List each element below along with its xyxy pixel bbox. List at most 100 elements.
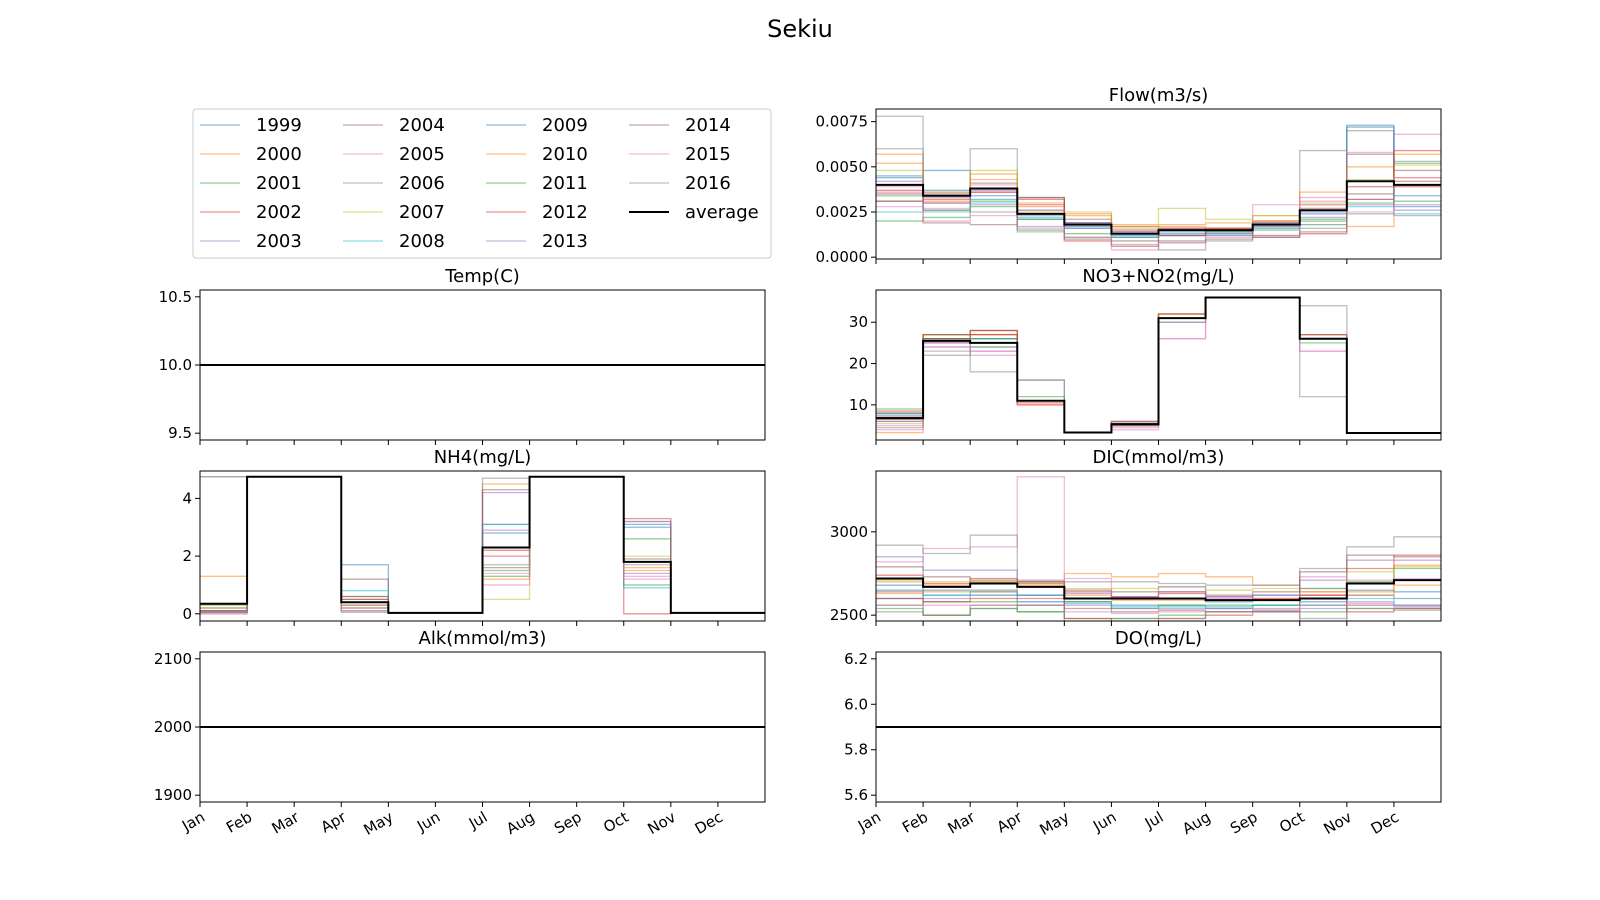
xtick-label-sep: Sep — [551, 808, 584, 838]
legend-entry-2003: 2003 — [200, 231, 302, 252]
xtick-label-jan: Jan — [854, 808, 884, 836]
legend-entry-2011: 2011 — [486, 173, 588, 194]
xtick-label-may: May — [1036, 808, 1072, 839]
series-dic-average — [876, 577, 1441, 602]
legend-label-2003: 2003 — [256, 231, 302, 252]
xtick-label-apr: Apr — [318, 807, 350, 836]
legend-label-2000: 2000 — [256, 144, 302, 165]
series-flow-2016 — [876, 148, 1441, 251]
legend-entry-2004: 2004 — [343, 115, 445, 136]
panel-flow: Flow(m3/s) 0.0000 0.0025 0.0050 0.0075 — [816, 85, 1442, 266]
xtick-label-feb: Feb — [899, 808, 931, 837]
xtick-label-jun: Jun — [413, 808, 443, 836]
xtick-label-mar: Mar — [945, 807, 979, 837]
ytick-label-dic: 2500 — [830, 606, 868, 624]
panels: Flow(m3/s) 0.0000 0.0025 0.0050 0.0075 Temp(C… — [154, 85, 1442, 839]
legend-entry-2009: 2009 — [486, 115, 588, 136]
series-dic-2016 — [876, 604, 1441, 621]
xtick-label-jul: Jul — [465, 808, 491, 833]
xtick-label-mar: Mar — [269, 807, 303, 837]
legend-frame — [192, 108, 772, 259]
legend-entry-2014: 2014 — [629, 115, 731, 136]
panel-alk: Alk(mmol/m3) 1900 2000 2100 Jan Feb Mar Apr May J… — [154, 628, 766, 839]
ytick-label-alk: 1900 — [154, 786, 192, 804]
series-nh4-average — [200, 475, 765, 614]
panel-title-alk: Alk(mmol/m3) — [419, 628, 547, 649]
series-no3-2016 — [876, 296, 1441, 434]
legend-entry-1999: 1999 — [200, 115, 302, 136]
xtick-label-may: May — [360, 808, 396, 839]
series-group-dic — [876, 476, 1441, 621]
xtick-label-nov: Nov — [1320, 808, 1354, 838]
legend-label-2013: 2013 — [542, 231, 588, 252]
legend-entry-average: average — [629, 202, 759, 223]
legend-label-2008: 2008 — [399, 231, 445, 252]
ytick-label-no3: 20 — [849, 355, 868, 373]
panel-nh4: NH4(mg/L) 0 2 4 — [182, 447, 766, 626]
xtick-label-jul: Jul — [1141, 808, 1167, 833]
legend-label-2001: 2001 — [256, 173, 302, 194]
panel-title-nh4: NH4(mg/L) — [434, 447, 532, 468]
panel-dic: DIC(mmol/m3) 2500 3000 — [830, 447, 1442, 626]
ytick-label-do: 5.8 — [844, 741, 868, 759]
panel-title-do: DO(mg/L) — [1115, 628, 1202, 649]
ytick-label-no3: 10 — [849, 396, 868, 414]
panel-title-temp: Temp(C) — [444, 266, 520, 287]
legend-entry-2012: 2012 — [486, 202, 588, 223]
xtick-label-sep: Sep — [1227, 808, 1260, 838]
xtick-label-dec: Dec — [1368, 808, 1402, 838]
legend-label-2012: 2012 — [542, 202, 588, 223]
panel-title-flow: Flow(m3/s) — [1109, 85, 1209, 106]
series-group-nh4 — [200, 475, 765, 615]
legend-entry-2002: 2002 — [200, 202, 302, 223]
figure-title: Sekiu — [767, 15, 833, 43]
legend-entry-2006: 2006 — [343, 173, 445, 194]
legend: 1999 2000 2001 2002 2003 2004 2005 2006 2007 2008… — [192, 108, 772, 259]
xtick-label-aug: Aug — [1179, 808, 1213, 838]
xtick-label-oct: Oct — [600, 808, 632, 837]
legend-label-2004: 2004 — [399, 115, 445, 136]
series-group-no3 — [876, 296, 1441, 434]
legend-label-2002: 2002 — [256, 202, 302, 223]
xtick-label-jan: Jan — [178, 808, 208, 836]
legend-label-2014: 2014 — [685, 115, 731, 136]
axes-frame-do — [875, 651, 1442, 803]
panel-title-dic: DIC(mmol/m3) — [1093, 447, 1225, 468]
series-dic-2005 — [876, 476, 1441, 600]
legend-entry-2010: 2010 — [486, 144, 588, 165]
axes-frame-temp — [199, 289, 766, 441]
legend-label-2005: 2005 — [399, 144, 445, 165]
ytick-label-dic: 3000 — [830, 523, 868, 541]
ytick-label-flow: 0.0025 — [816, 203, 869, 221]
legend-label-1999: 1999 — [256, 115, 302, 136]
ytick-label-temp: 9.5 — [168, 424, 192, 442]
legend-entry-2005: 2005 — [343, 144, 445, 165]
legend-entry-2008: 2008 — [343, 231, 445, 252]
ytick-label-nh4: 4 — [182, 489, 192, 507]
legend-entry-2000: 2000 — [200, 144, 302, 165]
legend-label-2015: 2015 — [685, 144, 731, 165]
panel-title-no3: NO3+NO2(mg/L) — [1082, 266, 1234, 287]
xtick-label-dec: Dec — [692, 808, 726, 838]
axes-frame-no3 — [875, 289, 1442, 441]
legend-entry-2016: 2016 — [629, 173, 731, 194]
legend-label-2016: 2016 — [685, 173, 731, 194]
xtick-label-apr: Apr — [994, 807, 1026, 836]
axes-frame-alk — [199, 651, 766, 803]
ytick-label-temp: 10.5 — [159, 288, 192, 306]
series-group-flow — [876, 115, 1441, 251]
legend-label-2007: 2007 — [399, 202, 445, 223]
axes-frame-flow — [875, 108, 1442, 260]
ytick-label-do: 6.2 — [844, 650, 868, 668]
xtick-label-feb: Feb — [223, 808, 255, 837]
ytick-label-flow: 0.0050 — [816, 158, 869, 176]
legend-entry-2001: 2001 — [200, 173, 302, 194]
ytick-label-nh4: 2 — [182, 547, 192, 565]
legend-label-average: average — [685, 202, 759, 223]
legend-entry-2013: 2013 — [486, 231, 588, 252]
series-dic-2014 — [876, 554, 1441, 596]
series-no3-average — [876, 296, 1441, 434]
panel-do: DO(mg/L) 5.6 5.8 6.0 6.2 Jan Feb Mar Apr May Jun Ju… — [844, 628, 1442, 839]
series-dic-2006 — [876, 534, 1441, 586]
